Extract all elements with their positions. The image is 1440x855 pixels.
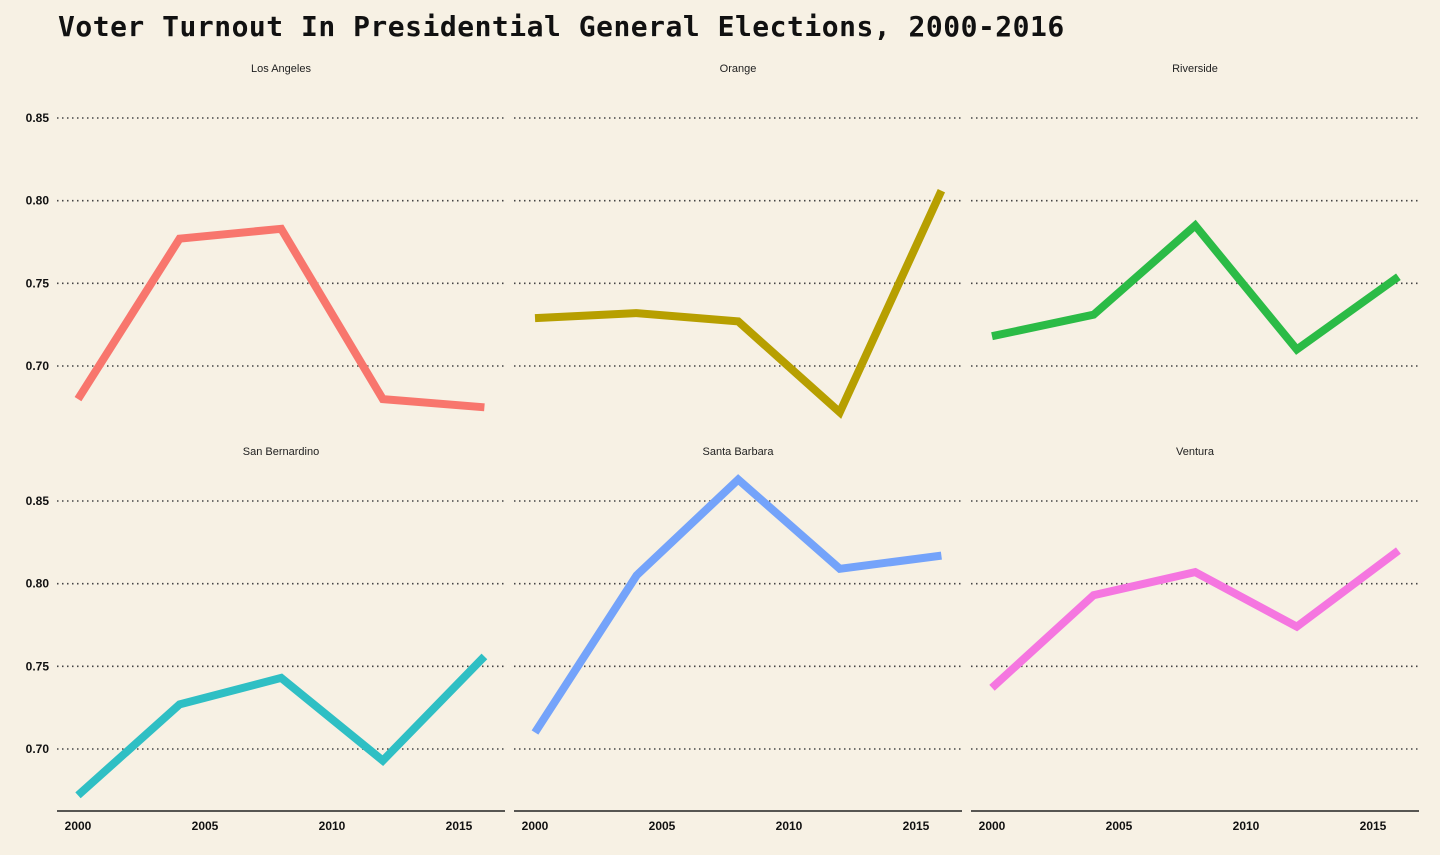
series-line-orange — [534, 189, 946, 419]
x-tick-label: 2015 — [446, 819, 473, 833]
panel-title: Santa Barbara — [703, 446, 775, 458]
series-line-los-angeles — [74, 224, 485, 412]
x-axis-1: 2000 2005 2010 2015 — [57, 810, 505, 833]
panel-santa-barbara: Santa Barbara — [514, 446, 962, 750]
y-tick-label: 0.85 — [26, 111, 50, 125]
panel-title: Ventura — [1176, 446, 1215, 458]
panel-title: Los Angeles — [251, 63, 311, 75]
x-tick-label: 2005 — [192, 819, 219, 833]
y-tick-label: 0.70 — [26, 359, 50, 373]
panel-san-bernardino: San Bernardino 0.70 0.75 0.80 0.85 — [26, 446, 505, 799]
x-tick-label: 2005 — [1106, 819, 1133, 833]
y-tick-label: 0.85 — [26, 494, 50, 508]
series-line-ventura — [989, 547, 1401, 691]
panel-title: Riverside — [1172, 63, 1218, 75]
x-tick-label: 2005 — [649, 819, 676, 833]
series-line-santa-barbara — [531, 474, 942, 735]
y-tick-label: 0.75 — [26, 276, 50, 290]
x-axis-3: 2000 2005 2010 2015 — [971, 810, 1419, 833]
x-tick-label: 2010 — [319, 819, 346, 833]
x-tick-label: 2000 — [522, 819, 549, 833]
panel-los-angeles: Los Angeles 0.70 0.75 0.80 0.85 — [26, 63, 505, 412]
x-tick-label: 2015 — [903, 819, 930, 833]
panel-ventura: Ventura — [971, 446, 1419, 750]
panel-riverside: Riverside — [971, 63, 1419, 367]
panel-title: Orange — [720, 63, 757, 75]
y-tick-label: 0.80 — [26, 577, 50, 591]
x-tick-label: 2000 — [65, 819, 92, 833]
series-line-riverside — [991, 219, 1401, 355]
x-tick-label: 2000 — [979, 819, 1006, 833]
panel-title: San Bernardino — [243, 446, 319, 458]
x-axis-2: 2000 2005 2010 2015 — [514, 810, 962, 833]
series-line-san-bernardino — [75, 653, 488, 799]
y-tick-label: 0.70 — [26, 742, 50, 756]
x-tick-label: 2010 — [776, 819, 803, 833]
y-tick-label: 0.80 — [26, 194, 50, 208]
y-tick-label: 0.75 — [26, 659, 50, 673]
page-title: Voter Turnout In Presidential General El… — [58, 10, 1065, 43]
panel-orange: Orange — [514, 63, 962, 419]
x-tick-label: 2015 — [1360, 819, 1387, 833]
x-tick-label: 2010 — [1233, 819, 1260, 833]
